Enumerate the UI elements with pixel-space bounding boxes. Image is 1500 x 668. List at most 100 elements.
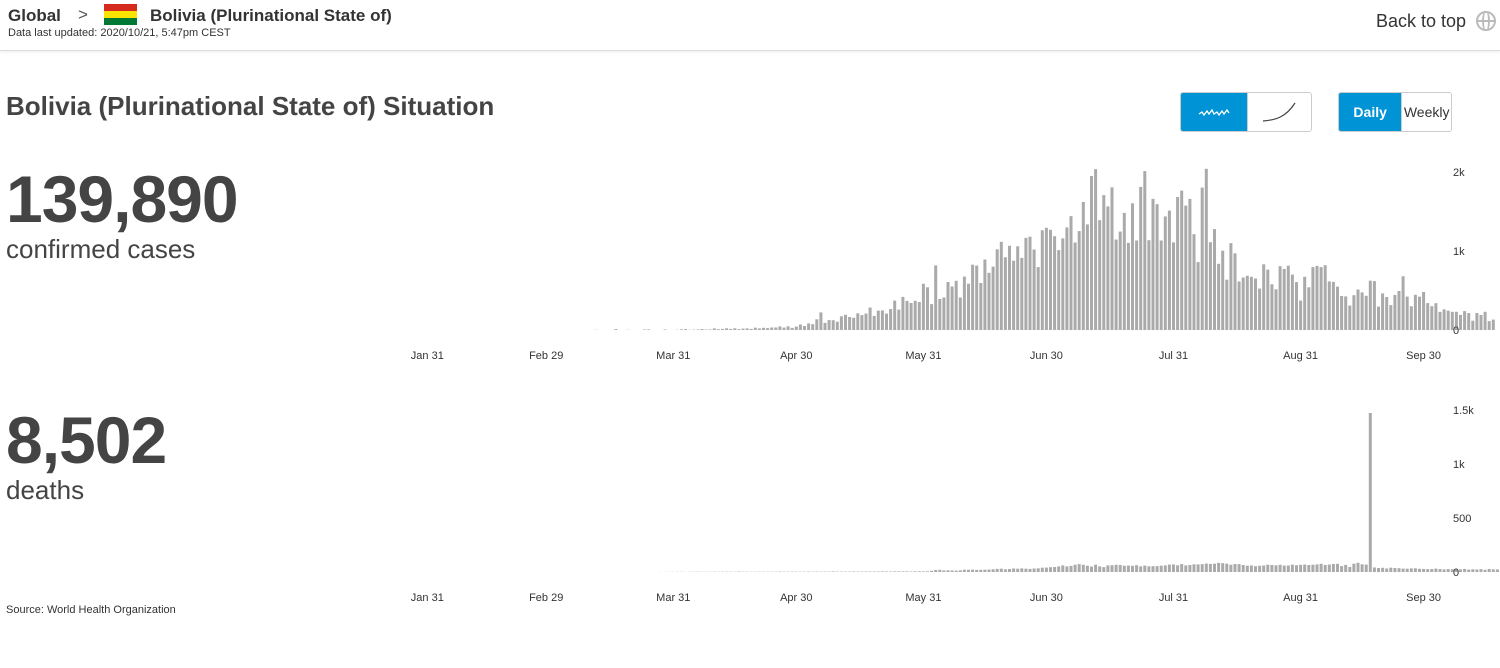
cases-bar [839, 316, 843, 330]
deaths-bar [1323, 565, 1327, 572]
cases-bar [872, 315, 876, 330]
deaths-bar [1270, 565, 1274, 572]
cases-bar [1237, 281, 1241, 330]
cases-bar [1282, 268, 1286, 330]
daily-squiggle-button[interactable] [1181, 93, 1247, 131]
cases-bar [741, 328, 745, 330]
cases-bar [1094, 169, 1098, 330]
deaths-bar [1077, 564, 1081, 572]
deaths-bar [1307, 565, 1311, 572]
deaths-bar [901, 571, 905, 572]
deaths-bar [872, 571, 876, 572]
deaths-bar [913, 571, 917, 572]
cases-bar [1077, 231, 1081, 330]
deaths-bar [1135, 565, 1139, 572]
cases-bar [749, 328, 753, 330]
deaths-bar [1151, 566, 1155, 572]
period-toggle: Daily Weekly [1338, 92, 1452, 132]
cases-bar [680, 329, 683, 330]
cumulative-curve-button[interactable] [1246, 93, 1311, 131]
cases-bar [950, 286, 954, 330]
cases-bar [934, 265, 938, 330]
deaths-bar [909, 571, 913, 572]
deaths-bar [946, 570, 950, 572]
deaths-bar [921, 571, 925, 572]
deaths-bar [1397, 568, 1401, 572]
cases-bar [1430, 306, 1434, 330]
cases-bar [1204, 168, 1208, 330]
cases-bar [1065, 227, 1069, 330]
last-updated-text: Data last updated: 2020/10/21, 5:47pm CE… [8, 27, 231, 39]
breadcrumb-global-link[interactable]: Global [8, 6, 61, 25]
deaths-y-tick-label: 1k [1453, 459, 1465, 471]
cases-bar [1463, 311, 1467, 330]
cases-bar [1192, 234, 1196, 330]
cases-bar [1196, 262, 1200, 330]
weekly-button[interactable]: Weekly [1401, 93, 1451, 131]
globe-icon[interactable] [1476, 11, 1496, 31]
deaths-x-tick-label: Apr 30 [780, 592, 812, 604]
deaths-bar [1069, 565, 1073, 572]
confirmed-cases-count: 139,890 [6, 162, 239, 236]
cases-bar [844, 314, 847, 330]
deaths-bar [1262, 565, 1266, 572]
deaths-bar [1258, 565, 1262, 572]
deaths-bar [885, 571, 888, 572]
deaths-bar [1364, 564, 1368, 572]
deaths-bar [864, 571, 868, 572]
cases-bar [1003, 257, 1007, 330]
flag-stripe-green [104, 18, 137, 25]
deaths-bar [1495, 569, 1499, 572]
cases-bar [819, 312, 823, 330]
deaths-bar [1090, 566, 1093, 572]
cases-bar [1405, 296, 1409, 330]
deaths-bar [1401, 568, 1405, 572]
cases-bar [971, 264, 975, 330]
page-title: Bolivia (Plurinational State of) Situati… [6, 91, 495, 121]
deaths-bar [1245, 565, 1249, 572]
cases-bar [1217, 263, 1221, 330]
cases-bar [807, 323, 811, 330]
cases-bar [827, 320, 831, 330]
deaths-bar [1352, 563, 1356, 572]
cases-bar [885, 313, 888, 330]
cases-bar [1295, 282, 1298, 330]
cases-bar [835, 321, 839, 330]
cases-bar [704, 329, 708, 330]
deaths-bar [1409, 568, 1413, 572]
deaths-bar [1467, 569, 1471, 572]
cases-bar [1327, 281, 1331, 330]
deaths-bar [917, 571, 921, 572]
deaths-bar [1290, 564, 1294, 572]
daily-button[interactable]: Daily [1339, 93, 1402, 131]
cases-bar [893, 300, 897, 330]
deaths-bar [1241, 565, 1245, 572]
cases-bar [1032, 249, 1036, 330]
cases-bar [1344, 296, 1348, 330]
deaths-bar [1491, 569, 1495, 572]
deaths-bar [926, 571, 929, 572]
deaths-bar [852, 571, 856, 572]
cases-bar [1446, 310, 1450, 330]
cases-bar [1114, 239, 1118, 330]
deaths-bar [1085, 565, 1089, 572]
cases-x-tick-label: Feb 29 [529, 350, 563, 362]
cases-bar [1409, 306, 1413, 330]
cases-bar [684, 329, 688, 330]
deaths-bar [1331, 564, 1335, 572]
deaths-bar [1131, 565, 1134, 572]
cases-bar [1069, 216, 1073, 330]
deaths-bar [1053, 567, 1057, 572]
cases-bar [1139, 186, 1143, 330]
deaths-label: deaths [6, 475, 85, 505]
cases-bar [1024, 237, 1028, 330]
deaths-bar [1319, 563, 1323, 572]
cases-bar [1131, 203, 1134, 330]
back-to-top-link[interactable]: Back to top [1375, 11, 1466, 31]
cases-bar [1487, 321, 1491, 330]
cases-bar [1442, 309, 1446, 330]
deaths-bar [1028, 568, 1032, 572]
deaths-bar [1040, 567, 1044, 572]
deaths-bar [958, 570, 962, 572]
cases-bar [663, 329, 667, 330]
